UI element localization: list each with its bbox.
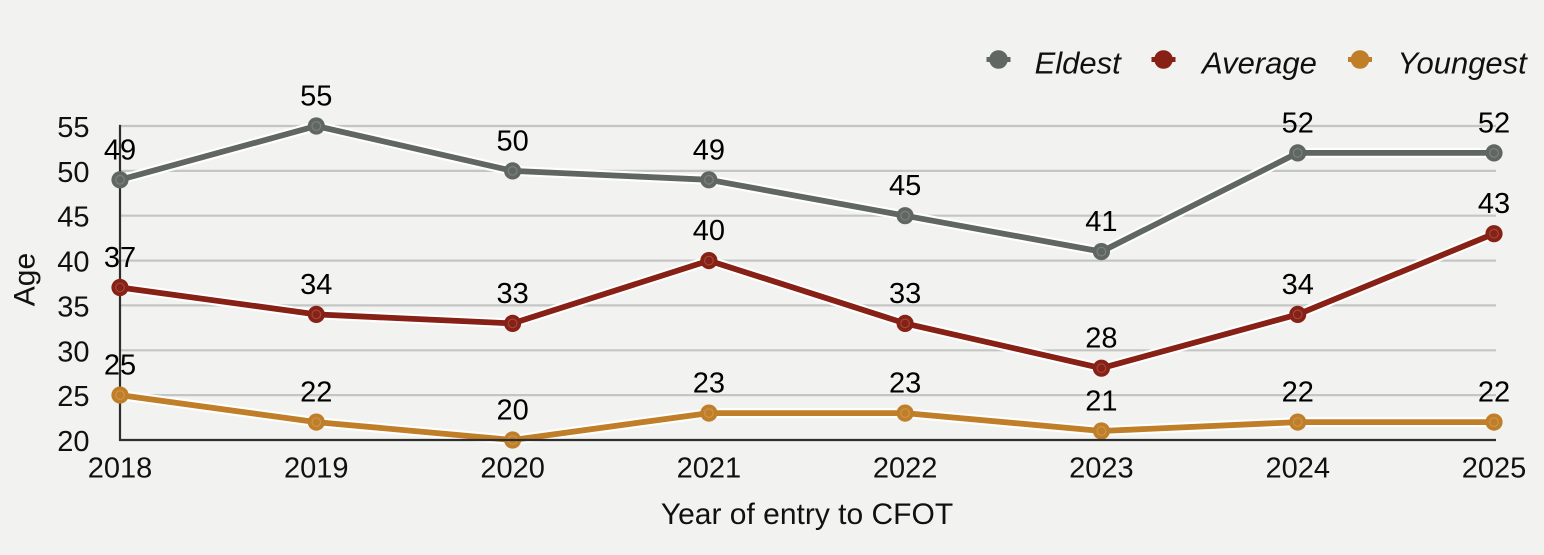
svg-text:Youngest: Youngest [1398, 46, 1529, 81]
svg-text:52: 52 [1282, 107, 1314, 139]
svg-text:33: 33 [889, 278, 921, 310]
svg-text:Age: Age [9, 253, 42, 306]
svg-text:55: 55 [57, 112, 89, 144]
svg-text:2018: 2018 [88, 453, 153, 485]
svg-text:23: 23 [693, 368, 725, 400]
svg-text:2020: 2020 [480, 453, 545, 485]
svg-text:40: 40 [57, 247, 89, 279]
svg-text:52: 52 [1478, 107, 1510, 139]
svg-text:50: 50 [496, 125, 528, 157]
svg-text:20: 20 [496, 395, 528, 427]
svg-text:30: 30 [57, 336, 89, 368]
svg-text:25: 25 [57, 381, 89, 413]
svg-text:Eldest: Eldest [1035, 46, 1123, 81]
svg-text:45: 45 [889, 170, 921, 202]
svg-text:22: 22 [1478, 377, 1510, 409]
svg-text:34: 34 [1282, 269, 1314, 301]
svg-text:28: 28 [1085, 323, 1117, 355]
svg-text:Year of entry to CFOT: Year of entry to CFOT [661, 498, 953, 531]
svg-text:33: 33 [496, 278, 528, 310]
svg-text:2021: 2021 [677, 453, 742, 485]
svg-text:22: 22 [1282, 377, 1314, 409]
svg-text:2023: 2023 [1069, 453, 1134, 485]
svg-text:2025: 2025 [1462, 453, 1527, 485]
svg-text:Average: Average [1200, 46, 1317, 81]
svg-text:21: 21 [1085, 386, 1117, 418]
svg-text:35: 35 [57, 291, 89, 323]
svg-text:50: 50 [57, 157, 89, 189]
svg-text:49: 49 [104, 134, 136, 166]
svg-text:20: 20 [57, 426, 89, 458]
svg-text:34: 34 [300, 269, 332, 301]
svg-text:43: 43 [1478, 188, 1510, 220]
svg-text:2022: 2022 [873, 453, 938, 485]
svg-text:45: 45 [57, 202, 89, 234]
svg-text:2019: 2019 [284, 453, 349, 485]
svg-text:23: 23 [889, 368, 921, 400]
svg-text:2024: 2024 [1265, 453, 1330, 485]
svg-text:25: 25 [104, 350, 136, 382]
svg-text:40: 40 [693, 215, 725, 247]
svg-text:22: 22 [300, 377, 332, 409]
svg-text:37: 37 [104, 242, 136, 274]
svg-text:41: 41 [1085, 206, 1117, 238]
svg-text:49: 49 [693, 134, 725, 166]
svg-text:55: 55 [300, 81, 332, 113]
